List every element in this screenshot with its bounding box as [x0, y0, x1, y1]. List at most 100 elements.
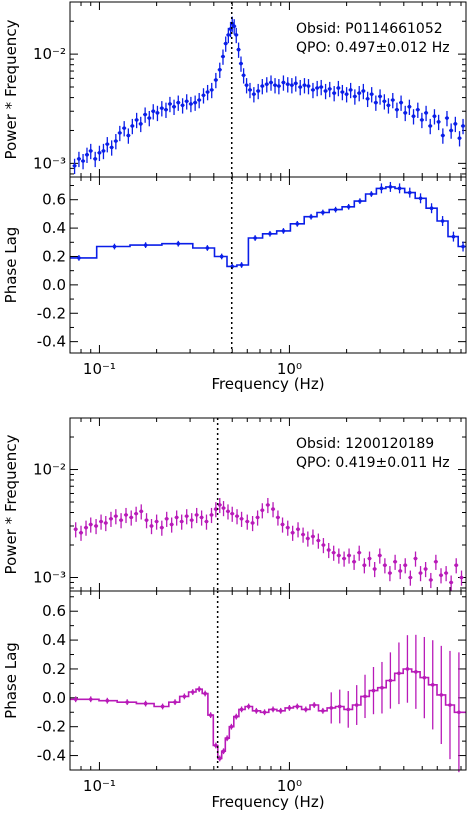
power-point	[395, 107, 399, 112]
power-point	[248, 88, 252, 92]
y-tick-label: -0.4	[37, 747, 66, 765]
power-point	[72, 163, 77, 168]
power-point	[230, 511, 235, 516]
power-point	[244, 83, 249, 87]
bottom-power-series	[73, 497, 464, 591]
lag-point	[239, 263, 244, 267]
power-point	[434, 559, 438, 564]
bottom-qpo-annotation: QPO: 0.419±0.011 Hz	[296, 455, 450, 471]
power-point	[143, 112, 147, 117]
power-point	[393, 559, 397, 564]
power-point	[101, 149, 106, 153]
lag-point	[239, 707, 244, 712]
power-point	[168, 102, 172, 106]
power-point	[176, 100, 181, 105]
lag-point	[73, 697, 78, 702]
lag-point	[234, 714, 239, 719]
power-point	[454, 563, 459, 568]
lag-point	[457, 710, 461, 715]
power-point	[281, 80, 286, 85]
lag-point	[333, 207, 338, 212]
y-tick-label: 0.2	[42, 660, 66, 678]
power-point	[103, 521, 108, 525]
lag-point	[321, 709, 325, 713]
power-point	[180, 103, 185, 108]
power-point	[194, 513, 199, 517]
lag-point	[407, 190, 412, 195]
power-point	[109, 145, 114, 150]
power-point	[323, 89, 328, 93]
y-tick-label: -0.2	[37, 718, 66, 736]
power-point	[235, 514, 239, 518]
bottom-lag-panel: 10⁻¹ 10⁰ -0.4 -0.2 0.0 0.2 0.4 0.6 Phase Lag	[2, 590, 467, 795]
power-point	[344, 92, 349, 96]
lag-point	[160, 704, 165, 709]
bottom-power-panel: 10⁻³ 10⁻² Obsid: 1200120189 QPO: 0.419±0.…	[2, 417, 467, 592]
power-point	[374, 100, 378, 105]
bottom-xlabel: Frequency (Hz)	[211, 793, 324, 811]
power-point	[114, 139, 118, 143]
power-point	[428, 124, 433, 128]
top-figure: 10⁻³ 10⁻² Obsid: P0114661052 QPO: 0.497±0…	[2, 1, 467, 393]
power-point	[449, 580, 453, 585]
power-point	[280, 522, 285, 527]
power-point	[85, 152, 89, 157]
lag-step-line	[70, 186, 466, 268]
power-point	[331, 550, 336, 555]
power-point	[362, 563, 367, 568]
lag-point	[354, 703, 359, 707]
y-tick-label: 10⁻²	[33, 461, 66, 479]
y-tick-label: 0.0	[42, 276, 66, 294]
power-point	[298, 85, 303, 89]
power-point	[378, 94, 382, 99]
lag-point	[205, 246, 210, 250]
lag-point	[143, 701, 148, 706]
power-point	[420, 118, 424, 122]
top-power-series	[72, 16, 466, 175]
top-power-panel: 10⁻³ 10⁻² Obsid: P0114661052 QPO: 0.497±0…	[2, 1, 467, 178]
power-point	[271, 507, 275, 511]
power-point	[296, 527, 300, 532]
x-tick-label: 10⁰	[277, 777, 302, 795]
power-point	[352, 559, 356, 564]
power-point	[302, 83, 307, 87]
power-point	[424, 111, 428, 115]
lag-point	[281, 229, 286, 233]
power-point	[250, 521, 255, 525]
y-tick-label: 0.4	[42, 219, 66, 237]
power-point	[315, 86, 319, 90]
power-point	[337, 553, 341, 558]
power-point	[239, 516, 244, 521]
power-point	[290, 530, 295, 535]
power-point	[411, 114, 416, 119]
bottom-power-ticks: 10⁻³ 10⁻²	[33, 418, 466, 591]
power-point	[217, 67, 222, 72]
power-point	[293, 81, 298, 86]
power-point	[277, 84, 281, 88]
lag-point	[418, 196, 423, 201]
power-point	[340, 90, 345, 94]
lag-point	[271, 707, 275, 712]
power-point	[301, 532, 305, 537]
power-point	[372, 567, 377, 571]
power-point	[336, 86, 341, 90]
top-obsid-annotation: Obsid: P0114661052	[296, 21, 443, 37]
lag-point	[461, 244, 465, 249]
power-point	[403, 563, 408, 568]
power-point	[189, 102, 193, 106]
power-point	[226, 33, 231, 37]
power-point	[445, 116, 449, 120]
top-qpo-annotation: QPO: 0.497±0.012 Hz	[296, 40, 450, 56]
power-point	[276, 515, 280, 520]
power-point	[398, 569, 403, 573]
power-point	[365, 96, 370, 101]
y-tick-label: 0.2	[42, 247, 66, 265]
y-tick-label: 0.0	[42, 689, 66, 707]
power-point	[388, 571, 392, 575]
power-point	[348, 88, 353, 92]
power-point	[399, 100, 403, 105]
power-point	[109, 516, 113, 521]
top-power-ylabel: Power * Frequency	[2, 19, 20, 159]
y-tick-label: 10⁻³	[33, 569, 66, 587]
lag-point	[295, 704, 300, 709]
